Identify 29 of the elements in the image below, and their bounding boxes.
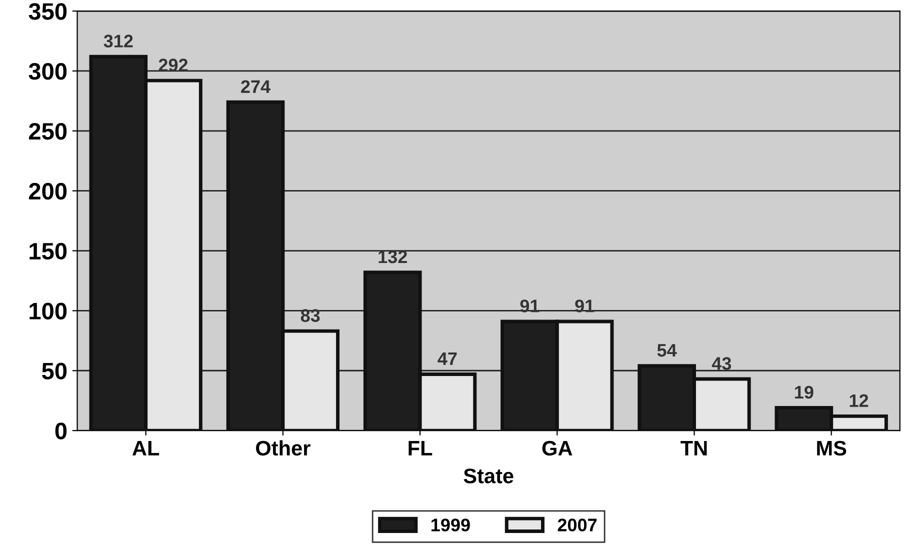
data-label: 274 — [241, 80, 270, 93]
y-tick-label: 250 — [28, 122, 67, 140]
y-tick-label: 50 — [42, 362, 67, 380]
x-tick-label: AL — [132, 441, 160, 456]
data-label: 91 — [520, 300, 540, 312]
data-label: 312 — [104, 34, 133, 48]
data-label: 83 — [300, 309, 320, 322]
data-label: 132 — [378, 250, 407, 264]
data-label: 54 — [657, 344, 677, 357]
x-tick-label: GA — [542, 440, 572, 456]
x-axis-title: State — [464, 468, 514, 484]
data-label: 91 — [575, 300, 594, 312]
y-tick-label: 0 — [55, 422, 67, 440]
y-tick-label: 150 — [30, 242, 67, 260]
legend-label: 1999 — [432, 518, 470, 532]
y-tick-label: 200 — [28, 182, 67, 200]
x-tick-label: TN — [680, 441, 707, 456]
y-tick-label: 350 — [28, 3, 67, 20]
data-label: 43 — [712, 357, 732, 370]
x-tick-label: MS — [817, 440, 846, 456]
legend-label: 2007 — [558, 518, 597, 532]
data-label: 47 — [438, 352, 457, 365]
x-tick-label: FL — [408, 441, 432, 456]
data-label: 19 — [795, 386, 814, 399]
x-tick-label: Other — [256, 440, 310, 456]
y-tick-label: 100 — [30, 302, 67, 320]
data-label: 12 — [850, 394, 868, 407]
data-label: 292 — [158, 58, 188, 72]
y-tick-label: 300 — [28, 63, 67, 80]
